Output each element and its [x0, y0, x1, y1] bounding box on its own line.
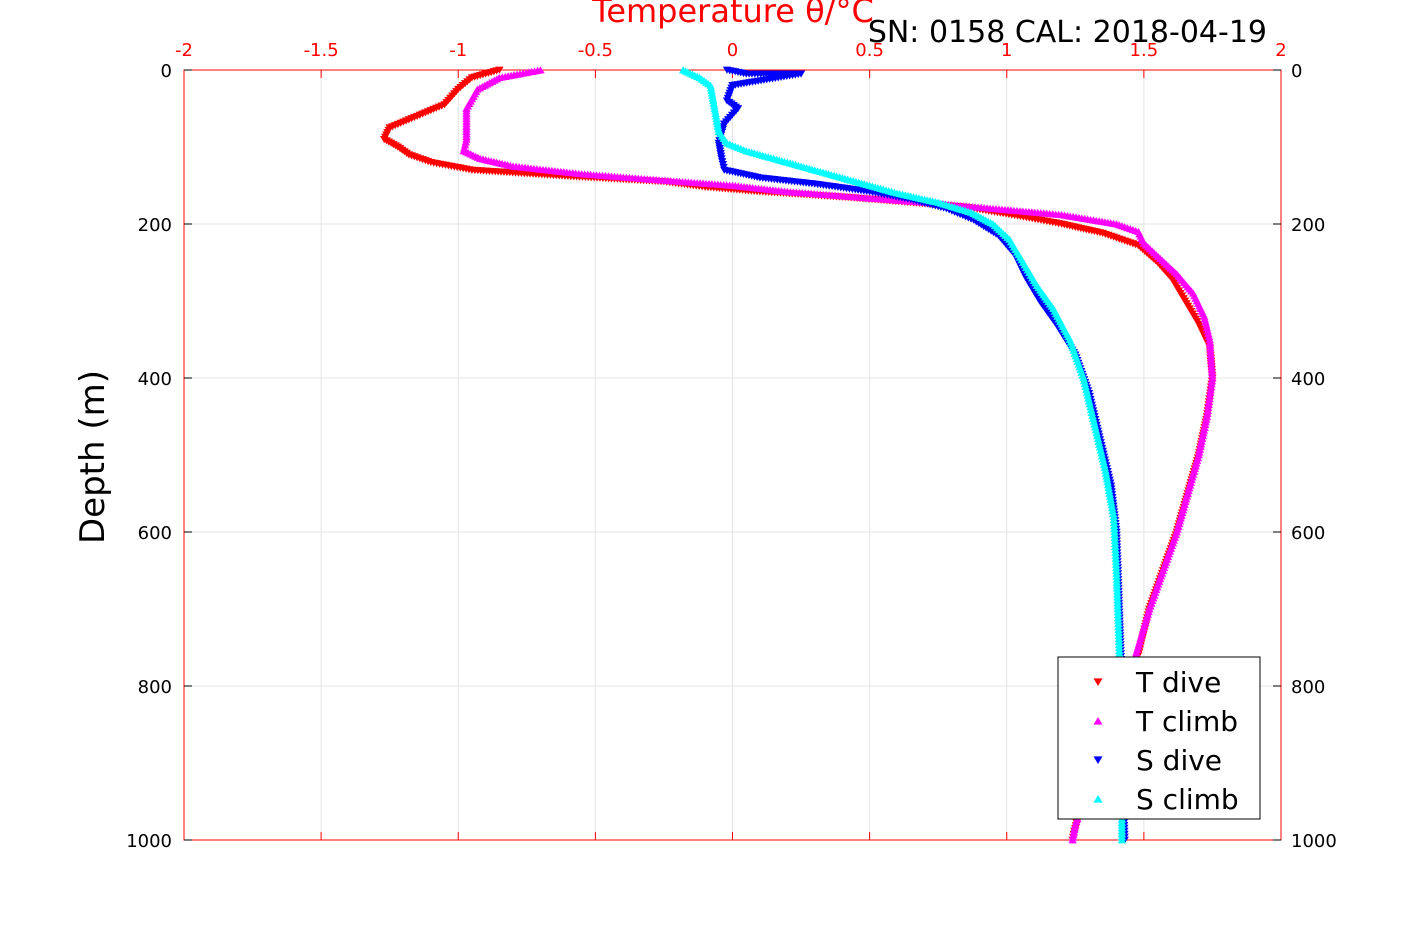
x-tick-label: -0.5 — [578, 40, 613, 61]
x-tick-label: -1 — [449, 40, 467, 61]
y-tick-label-left: 400 — [138, 369, 172, 390]
y-tick-label-right: 600 — [1291, 523, 1325, 544]
data-point — [1204, 397, 1214, 406]
legend-marker — [1093, 678, 1103, 687]
legend-box — [1057, 656, 1261, 820]
data-point — [1101, 466, 1110, 474]
y-tick-label-right: 1000 — [1291, 831, 1337, 852]
data-point — [1206, 389, 1215, 397]
data-point — [1108, 507, 1117, 515]
data-point — [1206, 383, 1216, 391]
data-point — [1108, 509, 1118, 518]
y-tick-label-left: 200 — [138, 215, 172, 236]
y-axis-label: Depth (m) — [73, 370, 113, 544]
y-tick-label-right: 800 — [1291, 677, 1325, 698]
y-tick-label-left: 600 — [138, 523, 172, 544]
legend-marker — [1093, 716, 1103, 725]
x-tick-label: 2 — [1275, 40, 1286, 61]
y-tick-label-right: 200 — [1291, 215, 1325, 236]
data-point — [1206, 386, 1215, 394]
x-tick-label: 0.5 — [855, 40, 884, 61]
data-point — [1107, 504, 1117, 512]
data-point — [1101, 469, 1111, 477]
x-tick-label: -2 — [175, 40, 193, 61]
data-point — [1103, 481, 1113, 489]
legend-marker — [1093, 794, 1103, 803]
data-point — [1102, 475, 1112, 483]
data-point — [1117, 836, 1127, 844]
legend-label: S climb — [1136, 783, 1239, 816]
data-point — [1107, 501, 1116, 509]
x-tick-label: 1 — [1001, 40, 1012, 61]
y-tick-label-right: 0 — [1291, 61, 1302, 82]
data-point — [1205, 391, 1215, 400]
legend-marker — [1093, 756, 1103, 765]
x-axis-label: Temperature θ/°C — [591, 0, 874, 30]
data-point — [1102, 472, 1111, 480]
legend-label: T dive — [1135, 666, 1221, 699]
y-tick-label-left: 1000 — [126, 831, 172, 852]
data-point — [1203, 409, 1212, 417]
data-point — [1207, 377, 1217, 385]
data-point — [1105, 489, 1114, 497]
chart-title: SN: 0158 CAL: 2018-04-19 — [868, 15, 1267, 50]
y-tick-label-left: 800 — [138, 677, 172, 698]
data-point — [1104, 483, 1113, 492]
data-point — [1106, 495, 1115, 503]
data-point — [1205, 394, 1214, 403]
data-point — [1068, 836, 1077, 844]
data-point — [1104, 486, 1114, 494]
data-marks — [380, 66, 1217, 844]
legend-label: S dive — [1136, 744, 1222, 777]
data-point — [1103, 478, 1112, 486]
data-point — [1207, 380, 1216, 388]
data-point — [1105, 492, 1115, 500]
x-tick-label: 1.5 — [1130, 40, 1159, 61]
data-point — [1208, 374, 1217, 382]
x-tick-label: -1.5 — [304, 40, 339, 61]
data-point — [1203, 406, 1212, 414]
data-point — [1106, 498, 1116, 506]
y-tick-label-right: 400 — [1291, 369, 1325, 390]
y-tick-label-left: 0 — [161, 61, 172, 82]
legend: T dive T climb S dive S climb — [1057, 656, 1261, 820]
legend-label: T climb — [1135, 705, 1238, 738]
data-point — [1204, 400, 1213, 409]
data-point — [1204, 403, 1213, 411]
x-tick-label: 0 — [727, 40, 738, 61]
